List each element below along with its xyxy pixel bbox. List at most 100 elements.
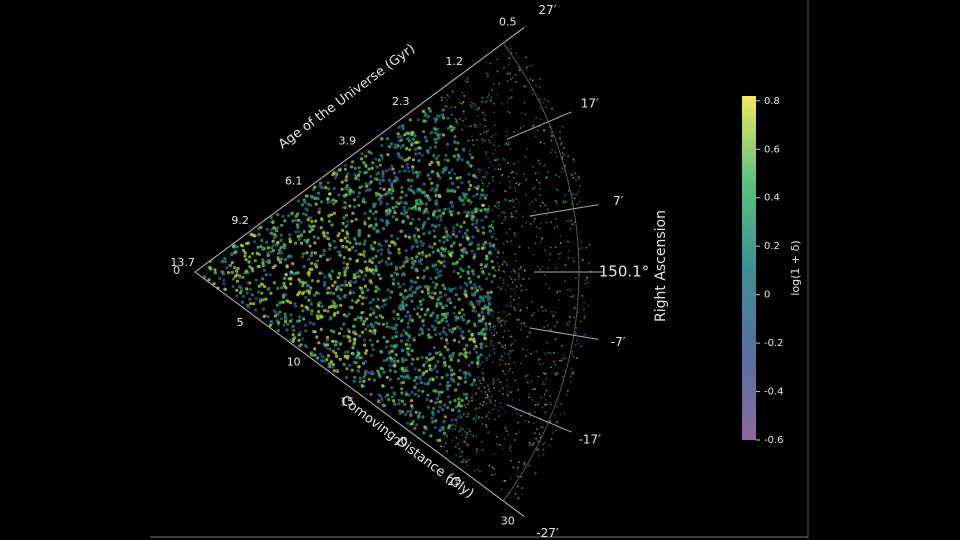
galaxy-point: [354, 176, 358, 181]
galaxy-point: [377, 393, 381, 397]
galaxy-point: [411, 262, 415, 266]
galaxy-point: [475, 350, 479, 355]
galaxy-point: [486, 311, 491, 315]
galaxy-point: [578, 201, 581, 203]
galaxy-point: [310, 309, 314, 313]
galaxy-point: [470, 241, 474, 245]
galaxy-point: [371, 212, 375, 216]
galaxy-point: [498, 444, 501, 447]
galaxy-point: [336, 276, 340, 280]
galaxy-point: [443, 286, 447, 291]
galaxy-point: [508, 111, 511, 114]
galaxy-point: [526, 148, 529, 151]
colorbar-tick-label: -0.2: [764, 338, 784, 349]
galaxy-point: [473, 470, 476, 473]
galaxy-point: [583, 316, 586, 318]
galaxy-point: [535, 226, 538, 228]
galaxy-point: [491, 164, 494, 167]
galaxy-point: [231, 244, 236, 248]
galaxy-point: [428, 364, 432, 368]
galaxy-point: [443, 158, 447, 162]
galaxy-point: [421, 323, 426, 327]
galaxy-point: [558, 359, 561, 362]
galaxy-point: [512, 269, 515, 272]
galaxy-point: [360, 384, 364, 388]
galaxy-point: [561, 375, 564, 378]
galaxy-point: [494, 399, 497, 402]
galaxy-point: [456, 316, 460, 320]
galaxy-point: [278, 310, 282, 314]
galaxy-point: [417, 389, 421, 393]
galaxy-point: [377, 287, 381, 291]
galaxy-point: [450, 168, 454, 172]
galaxy-point: [446, 187, 450, 191]
galaxy-point: [480, 441, 483, 443]
galaxy-point: [549, 420, 552, 423]
galaxy-point: [514, 492, 517, 495]
galaxy-point: [435, 304, 439, 308]
galaxy-point: [223, 260, 227, 264]
galaxy-point: [253, 259, 257, 263]
galaxy-point: [364, 327, 368, 331]
galaxy-point: [442, 264, 446, 268]
galaxy-point: [452, 154, 456, 158]
galaxy-point: [533, 311, 535, 314]
galaxy-point: [509, 368, 512, 370]
galaxy-point: [544, 411, 547, 414]
galaxy-point: [403, 402, 407, 406]
galaxy-point: [309, 254, 313, 258]
galaxy-point: [381, 174, 385, 179]
galaxy-point: [555, 217, 558, 220]
galaxy-point: [424, 194, 428, 198]
galaxy-point: [358, 294, 362, 298]
galaxy-point: [543, 383, 546, 386]
galaxy-point: [579, 184, 582, 187]
galaxy-point: [423, 112, 428, 116]
galaxy-point: [344, 213, 349, 217]
galaxy-point: [452, 140, 456, 144]
galaxy-point: [377, 192, 381, 196]
galaxy-point: [364, 349, 368, 353]
galaxy-point: [508, 447, 511, 450]
galaxy-point: [492, 325, 495, 328]
galaxy-point: [468, 400, 471, 403]
galaxy-point: [479, 133, 482, 136]
angle-tick-label: -27′: [536, 526, 559, 540]
galaxy-point: [473, 123, 476, 126]
galaxy-point: [382, 359, 386, 363]
galaxy-point: [414, 280, 418, 284]
galaxy-point: [313, 241, 317, 245]
galaxy-point: [518, 399, 521, 401]
galaxy-point: [407, 132, 411, 136]
galaxy-point: [571, 223, 574, 226]
galaxy-point: [483, 354, 486, 357]
galaxy-point: [486, 396, 489, 399]
galaxy-point: [555, 267, 558, 270]
galaxy-point: [534, 198, 537, 201]
galaxy-point: [567, 155, 570, 158]
galaxy-point: [290, 212, 294, 216]
galaxy-point: [453, 172, 457, 176]
galaxy-point: [584, 279, 587, 282]
galaxy-point: [464, 406, 467, 409]
galaxy-point: [470, 292, 474, 296]
galaxy-point: [482, 367, 485, 370]
galaxy-point: [518, 245, 521, 248]
galaxy-point: [460, 398, 464, 402]
galaxy-point: [509, 295, 512, 298]
galaxy-point: [528, 412, 531, 415]
galaxy-point: [503, 260, 506, 263]
galaxy-point: [365, 369, 369, 373]
galaxy-point: [267, 260, 271, 264]
age-tick-label: 1.2: [446, 55, 464, 68]
galaxy-point: [401, 380, 406, 385]
galaxy-point: [342, 322, 346, 326]
galaxy-point: [322, 253, 326, 257]
galaxy-point: [547, 100, 549, 102]
galaxy-point: [452, 327, 456, 331]
galaxy-point: [326, 335, 330, 339]
galaxy-point: [533, 217, 536, 220]
galaxy-point: [434, 276, 438, 280]
galaxy-point: [489, 141, 492, 144]
galaxy-point: [275, 303, 279, 307]
